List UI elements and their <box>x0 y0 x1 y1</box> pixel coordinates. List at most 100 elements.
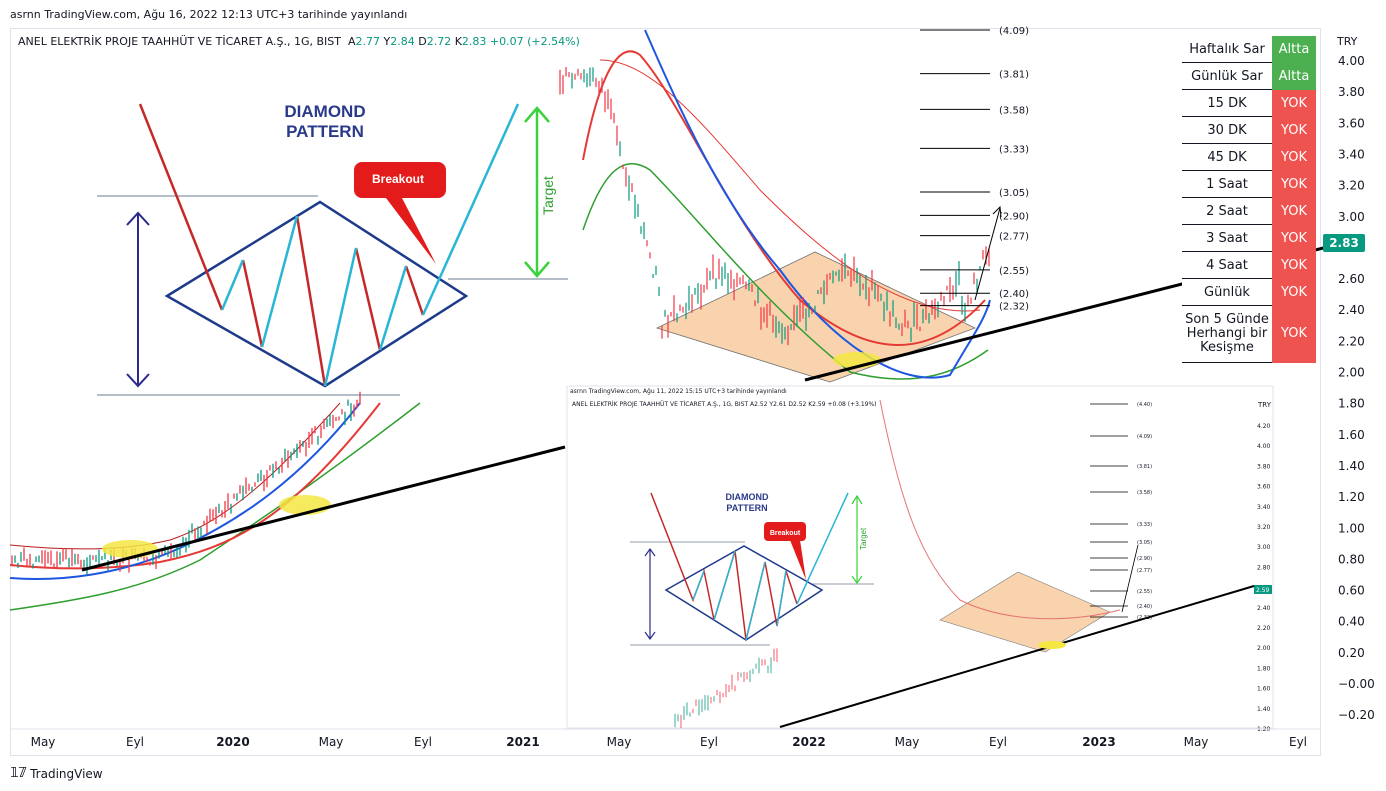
inset-y-tick: 2.00 <box>1257 645 1271 652</box>
sar-row-value: YOK <box>1272 170 1316 198</box>
trendline-lower <box>81 445 566 572</box>
x-tick-label: 2023 <box>1082 735 1115 749</box>
ma-blue-upper <box>644 29 991 379</box>
close-value: 2.83 <box>461 35 487 48</box>
sar-row: Günlük Sar Altta <box>1182 62 1316 90</box>
inset-y-tick: 2.20 <box>1257 625 1271 632</box>
sar-row-label: 2 Saat <box>1182 197 1272 225</box>
breakout-callout <box>354 162 446 264</box>
lower-left-candles <box>14 399 352 575</box>
fib-label: (4.09) <box>999 26 1029 37</box>
ma-green-upper <box>582 163 989 380</box>
inset-y-tick: 1.60 <box>1257 686 1271 693</box>
inset-chart: asrnn TradingView.com, Ağu 11, 2022 15:1… <box>566 385 1274 733</box>
upper-right-panel: (4.09) (3.81) (3.58) (3.33) (3.05) (2.90) (2.7… <box>559 26 1336 383</box>
inset-y-tick: 1.80 <box>1257 665 1271 672</box>
diamond-box-main <box>655 251 977 383</box>
y-tick-label: 3.00 <box>1338 210 1365 224</box>
time-axis[interactable]: May Eyl 2020 May Eyl 2021 May Eyl 2022 May Eyl 2023… <box>31 735 1307 749</box>
y-tick-label: 1.80 <box>1338 397 1365 411</box>
inset-price-tag-text: 2.59 <box>1256 587 1270 594</box>
sar-row-label: Son 5 Günde Herhangi bir Kesişme <box>1182 305 1272 363</box>
inset-fib-label: (4.40) <box>1137 402 1152 408</box>
sar-row: 2 Saat YOK <box>1182 197 1316 225</box>
price-axis[interactable]: 4.003.803.603.403.203.002.802.602.402.20… <box>1338 54 1375 722</box>
y-tick-label: 2.00 <box>1338 366 1365 380</box>
inset-y-tick: 3.60 <box>1257 484 1271 491</box>
svg-text:Target: Target <box>859 527 868 550</box>
fib-label: (3.33) <box>999 144 1029 155</box>
inset-ma-red <box>879 399 1121 620</box>
x-tick-label: Eyl <box>1289 735 1307 749</box>
inset-fib-label: (2.90) <box>1137 556 1152 562</box>
ma-red-upper-2 <box>599 59 981 312</box>
y-tick-label: 0.60 <box>1338 584 1365 598</box>
sar-row: Günlük YOK <box>1182 278 1316 306</box>
symbol-info: ANEL ELEKTRİK PROJE TAAHHÜT VE TİCARET A… <box>18 35 580 48</box>
x-tick-label: May <box>1184 735 1209 749</box>
sar-row: 1 Saat YOK <box>1182 170 1316 198</box>
high-value: 2.84 <box>390 35 415 48</box>
inset-y-tick: 2.80 <box>1257 564 1271 571</box>
fib-label: (2.32) <box>999 302 1029 313</box>
target-label: Target <box>540 176 556 215</box>
sar-row-value: Altta <box>1272 62 1316 90</box>
svg-text:DIAMOND: DIAMOND <box>726 492 769 502</box>
y-tick-label: 1.60 <box>1338 428 1365 442</box>
sar-row-value: YOK <box>1272 224 1316 252</box>
sar-table: Haftalık Sar Altta Günlük Sar Altta 15 DK YOK… <box>1182 36 1316 363</box>
inset-y-tick: 3.00 <box>1257 544 1271 551</box>
symbol-name: ANEL ELEKTRİK PROJE TAAHHÜT VE TİCARET A… <box>18 35 341 48</box>
projection-arrow <box>974 207 1001 301</box>
diamond-title-2: PATTERN <box>286 122 364 141</box>
inset-candles <box>674 657 772 728</box>
x-tick-label: May <box>895 735 920 749</box>
sar-row-label: 3 Saat <box>1182 224 1272 252</box>
fib-levels: (4.09) (3.81) (3.58) (3.33) (3.05) (2.90) (2.7… <box>920 26 1029 313</box>
cyan-legs <box>220 259 245 311</box>
inset-y-tick: 1.40 <box>1257 706 1271 713</box>
diamond-title-1: DIAMOND <box>284 102 365 121</box>
inset-fib-label: (2.77) <box>1137 568 1152 574</box>
sar-row: Son 5 Günde Herhangi bir Kesişme YOK <box>1182 305 1316 363</box>
tradingview-logo-icon: 𝟙𝟟 <box>10 766 27 781</box>
sar-row-value: YOK <box>1272 143 1316 171</box>
sar-row: 30 DK YOK <box>1182 116 1316 144</box>
y-tick-label: 1.00 <box>1338 521 1365 535</box>
inset-fib-label: (3.81) <box>1137 464 1152 470</box>
currency-label: TRY <box>1336 35 1358 48</box>
diamond-shape <box>164 200 469 388</box>
inset-caption: asrnn TradingView.com, Ağu 11, 2022 15:1… <box>570 388 787 395</box>
inset-y-tick: 3.80 <box>1257 463 1271 470</box>
y-tick-label: 2.40 <box>1338 303 1365 317</box>
y-tick-label: 1.40 <box>1338 459 1365 473</box>
x-tick-label: 2020 <box>216 735 249 749</box>
inset-fib-label: (2.32) <box>1137 615 1152 621</box>
sar-row-label: Günlük <box>1182 278 1272 306</box>
sar-row: 4 Saat YOK <box>1182 251 1316 279</box>
inset-y-tick: 3.20 <box>1257 524 1271 531</box>
x-tick-label: Eyl <box>989 735 1007 749</box>
inset-y-tick: 4.00 <box>1257 443 1271 450</box>
y-tick-label: −0.20 <box>1338 708 1375 722</box>
red-legs <box>138 103 224 311</box>
inset-fib-label: (3.58) <box>1137 490 1152 496</box>
y-tick-label: 3.80 <box>1338 85 1365 99</box>
x-tick-label: Eyl <box>414 735 432 749</box>
tradingview-logo-text: TradingView <box>30 766 103 781</box>
fib-label: (3.05) <box>999 188 1029 199</box>
x-tick-label: 2021 <box>506 735 539 749</box>
sar-row: Haftalık Sar Altta <box>1182 36 1316 63</box>
y-tick-label: 2.60 <box>1338 272 1365 286</box>
inset-y-tick: 2.40 <box>1257 605 1271 612</box>
inset-price-tag <box>1254 585 1272 594</box>
fib-label: (3.58) <box>999 105 1029 116</box>
tradingview-logo[interactable]: 𝟙𝟟 TradingView <box>10 766 103 781</box>
sar-row-value: YOK <box>1272 278 1316 306</box>
inset-fib-label: (3.05) <box>1137 540 1152 546</box>
ma-red <box>9 402 381 570</box>
inset-fib-levels: (4.40) (4.09) (3.81) (3.58) (3.33) (3.05) (2.9… <box>1090 402 1152 621</box>
chart-frame[interactable] <box>10 28 1321 756</box>
fib-label: (2.55) <box>999 266 1029 277</box>
